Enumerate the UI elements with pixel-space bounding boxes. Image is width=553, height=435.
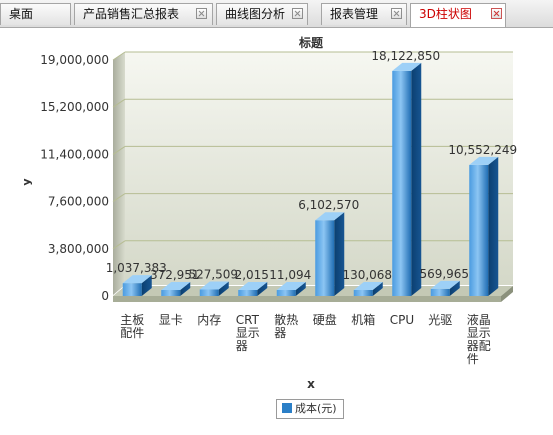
- x-tick-label: 硬盘: [313, 312, 337, 327]
- tab-label: 报表管理: [330, 7, 379, 21]
- data-label: 130,068: [342, 268, 392, 282]
- legend[interactable]: 成本(元): [276, 399, 344, 419]
- y-tick-label: 3,800,000: [48, 242, 109, 256]
- bar-side: [488, 156, 499, 296]
- bar-top: [238, 282, 268, 290]
- bar: [392, 70, 412, 296]
- tab-bar: 桌面 产品销售汇总报表 曲线图分析 报表管理 3D柱状图: [0, 0, 553, 28]
- bar: [161, 290, 181, 296]
- bar-top: [199, 281, 229, 290]
- bar-side: [449, 280, 460, 296]
- data-label: 527,509: [188, 267, 238, 281]
- tab-desktop[interactable]: 桌面: [0, 3, 71, 25]
- close-icon[interactable]: [196, 8, 207, 19]
- bar-side: [372, 282, 383, 296]
- bar-top: [276, 282, 306, 290]
- data-label: 11,094: [269, 268, 311, 282]
- gridline-side: [112, 193, 126, 203]
- y-tick-label: 19,000,000: [40, 53, 109, 67]
- tab-report-management[interactable]: 报表管理: [321, 3, 407, 25]
- bar-top: [315, 212, 345, 221]
- side-wall: [113, 52, 125, 295]
- y-tick-label: 11,400,000: [40, 147, 109, 161]
- tab-product-sales-summary[interactable]: 产品销售汇总报表: [74, 3, 213, 25]
- bar-top: [469, 156, 499, 165]
- bars: [122, 62, 499, 296]
- floor-side: [501, 286, 513, 302]
- bar-chart: 标题 19,000,000 15,200,000 11,400,000 7,600,0…: [20, 35, 517, 391]
- bar-top: [161, 282, 191, 290]
- y-tick-label: 0: [101, 289, 109, 303]
- bar: [430, 288, 450, 296]
- y-axis-ticks: 19,000,000 15,200,000 11,400,000 7,600,000 3…: [40, 53, 109, 303]
- bar-side: [295, 282, 306, 296]
- legend-swatch-icon: [282, 403, 292, 413]
- bar: [276, 290, 296, 296]
- tab-label: 产品销售汇总报表: [83, 7, 180, 21]
- bar: [315, 220, 335, 296]
- close-icon[interactable]: [292, 8, 303, 19]
- x-tick-label: CPU: [390, 313, 414, 327]
- data-label: 10,552,249: [448, 143, 517, 157]
- bar-top: [430, 280, 460, 289]
- tab-3d-bar-chart[interactable]: 3D柱状图: [410, 3, 506, 27]
- gridline-side: [112, 51, 126, 61]
- x-tick-label: 光驱: [428, 313, 452, 327]
- tab-curve-analysis[interactable]: 曲线图分析: [216, 3, 308, 25]
- x-tick-label: 内存: [197, 313, 221, 327]
- legend-label: 成本(元): [295, 402, 337, 415]
- bar-side: [334, 212, 345, 296]
- bar: [238, 290, 258, 296]
- close-icon[interactable]: [491, 8, 502, 19]
- y-axis-label: y: [20, 178, 33, 185]
- bar-side: [411, 62, 422, 296]
- data-label: 6,102,570: [298, 198, 359, 212]
- x-tick-label: 机箱: [351, 312, 375, 327]
- gridline-side: [112, 98, 126, 108]
- x-tick-label: 液晶显示器配件: [467, 312, 491, 366]
- tab-label: 3D柱状图: [419, 7, 472, 21]
- x-tick-label: CRT 显示器: [236, 313, 260, 353]
- x-axis-label: x: [307, 377, 315, 391]
- x-tick-label: 主板配件: [120, 313, 144, 340]
- y-tick-label: 7,600,000: [48, 195, 109, 209]
- floor-front: [113, 296, 501, 302]
- bar-top: [353, 282, 383, 290]
- data-label: 1,037,383: [106, 261, 167, 275]
- tab-label: 桌面: [9, 7, 34, 21]
- bar-side: [218, 281, 229, 296]
- x-tick-label: 散热器: [274, 312, 298, 340]
- gridline-side: [112, 145, 126, 155]
- close-icon[interactable]: [391, 8, 402, 19]
- bar: [353, 290, 373, 296]
- bar-top: [392, 62, 422, 71]
- data-label: 372,951: [150, 268, 200, 282]
- bar-side: [141, 275, 152, 296]
- bar-side: [257, 282, 268, 296]
- data-label: 18,122,850: [371, 49, 440, 63]
- data-label: 569,965: [419, 267, 469, 281]
- y-tick-label: 15,200,000: [40, 100, 109, 114]
- bar-top: [122, 275, 152, 284]
- bar: [469, 164, 489, 296]
- bar-side: [180, 282, 191, 296]
- bar: [199, 289, 219, 296]
- gridline-side: [112, 240, 126, 250]
- bar: [122, 283, 142, 296]
- chart-title: 标题: [298, 35, 324, 50]
- data-label: 2,015: [235, 268, 269, 282]
- x-tick-label: 显卡: [159, 313, 183, 327]
- tab-label: 曲线图分析: [225, 7, 286, 21]
